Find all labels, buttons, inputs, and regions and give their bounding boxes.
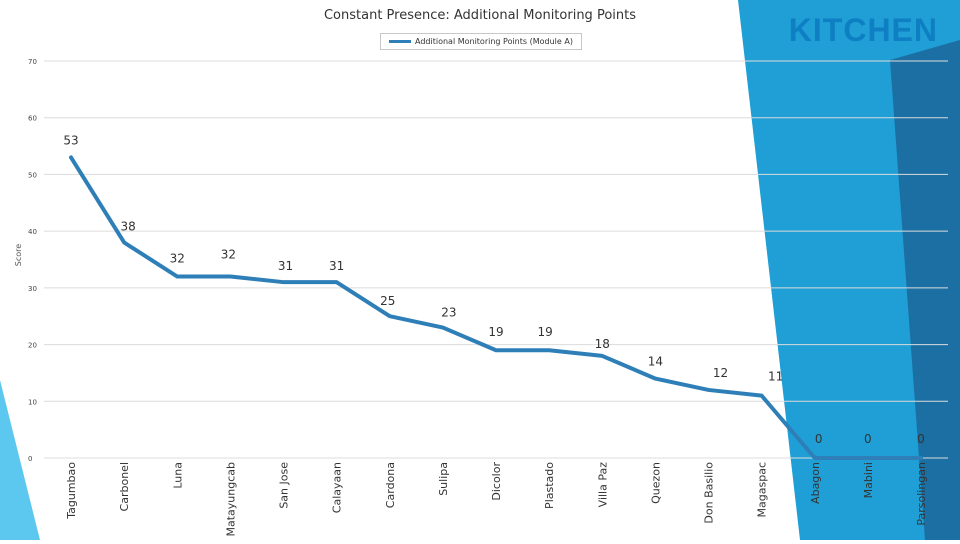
x-tick-11: Quezon — [649, 462, 662, 504]
legend-label: Additional Monitoring Points (Module A) — [415, 37, 573, 46]
x-tick-2: Luna — [171, 462, 184, 489]
data-label-1: 38 — [120, 219, 135, 233]
data-label-2: 32 — [170, 252, 185, 266]
x-tick-3: Matayungcab — [224, 462, 237, 537]
data-label-4: 31 — [278, 259, 293, 273]
data-label-16: 0 — [917, 432, 925, 446]
y-tick-0: 0 — [28, 455, 32, 463]
data-label-5: 31 — [329, 259, 344, 273]
y-tick-60: 60 — [28, 115, 37, 123]
y-tick-10: 10 — [28, 398, 37, 406]
data-label-0: 53 — [63, 133, 78, 147]
x-axis-ticks: Tagumbao Carbonel Luna Matayungcab San Jose C… — [65, 462, 928, 537]
data-label-10: 18 — [595, 337, 610, 351]
x-tick-12: Don Basilio — [703, 462, 716, 524]
data-label-13: 11 — [768, 370, 783, 384]
data-label-11: 14 — [648, 355, 663, 369]
data-label-3: 32 — [221, 248, 236, 262]
data-label-8: 19 — [488, 325, 503, 339]
x-tick-13: Magaspac — [756, 462, 769, 517]
series-line — [69, 155, 923, 460]
kitchen-badge: KITCHEN — [788, 12, 938, 48]
x-tick-5: Calayaan — [331, 462, 344, 513]
x-tick-6: Cardona — [384, 462, 397, 508]
y-tick-30: 30 — [28, 285, 37, 293]
y-tick-20: 20 — [28, 342, 37, 350]
series-line-path — [69, 155, 923, 460]
data-label-9: 19 — [537, 325, 552, 339]
decor-bottom-left-shard — [0, 380, 40, 540]
x-tick-1: Carbonel — [118, 462, 131, 511]
legend: Additional Monitoring Points (Module A) — [380, 33, 582, 50]
gridlines — [44, 60, 948, 459]
x-tick-4: San Jose — [278, 462, 291, 509]
data-label-15: 0 — [864, 432, 872, 446]
x-tick-16: Parsolingan — [915, 462, 928, 526]
data-labels: 53 38 32 32 31 31 25 23 19 19 18 14 12 11 0 0 0 — [63, 133, 924, 446]
chart-title: Constant Presence: Additional Monitoring… — [323, 8, 636, 23]
data-label-7: 23 — [441, 306, 456, 320]
x-tick-15: Mabini — [862, 462, 875, 498]
y-tick-70: 70 — [28, 58, 37, 66]
y-axis-ticks: 0 10 20 30 40 50 60 70 — [28, 58, 37, 463]
x-tick-14: Abagon — [809, 462, 822, 504]
x-tick-10: Villa Paz — [596, 462, 609, 508]
y-tick-50: 50 — [28, 171, 37, 179]
x-tick-8: Dicolor — [490, 462, 503, 501]
data-label-6: 25 — [380, 294, 395, 308]
x-tick-9: Plastado — [543, 462, 556, 509]
legend-swatch — [389, 40, 411, 43]
decor-right-dark-band — [890, 40, 960, 540]
y-axis-label: Score — [14, 244, 23, 266]
x-tick-0: Tagumbao — [65, 462, 78, 520]
x-tick-7: Sulipa — [437, 462, 450, 496]
data-label-14: 0 — [815, 432, 823, 446]
y-tick-40: 40 — [28, 228, 37, 236]
data-label-12: 12 — [713, 366, 728, 380]
